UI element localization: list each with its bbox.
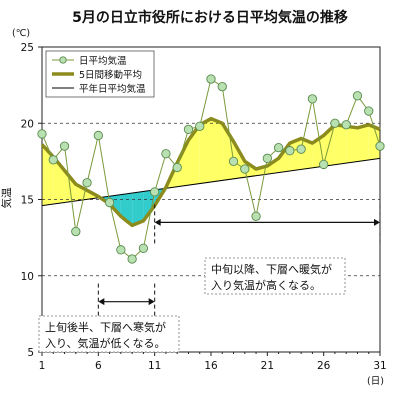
- daily-mean-point: [104, 197, 115, 208]
- daily-mean-point: [240, 164, 250, 174]
- early-month-note-box: [38, 315, 180, 353]
- x-tick-label: 16: [204, 360, 218, 372]
- warm-anomaly-fill: [368, 124, 380, 160]
- legend-label: 平年日平均気温: [79, 83, 146, 95]
- daily-mean-point: [206, 74, 216, 84]
- daily-mean-point: [93, 130, 103, 141]
- early-month-note-line: 入り、気温が低くなる。: [45, 336, 166, 350]
- chart-title: 5月の日立市役所における日平均気温の推移: [72, 9, 348, 26]
- daily-mean-point: [375, 141, 385, 151]
- mid-month-note-box: [204, 257, 346, 295]
- legend-label: 日平均気温: [79, 55, 127, 67]
- daily-mean-point: [352, 91, 363, 101]
- daily-mean-point: [285, 146, 295, 156]
- warm-anomaly-fill: [188, 124, 200, 186]
- y-tick-label: 15: [21, 195, 34, 207]
- cold-anomaly-fill: [132, 191, 144, 226]
- mid-month-arrow-head: [374, 218, 380, 226]
- y-axis-label: 気温: [0, 187, 13, 208]
- warm-anomaly-fill: [312, 135, 324, 168]
- daily-mean-point: [319, 159, 329, 170]
- daily-mean-point: [341, 120, 351, 130]
- x-tick-label: 26: [317, 360, 331, 372]
- daily-mean-point: [172, 162, 182, 173]
- x-tick-label: 1: [39, 360, 46, 372]
- x-tick-label: 31: [373, 360, 386, 372]
- daily-mean-point: [138, 243, 149, 253]
- warm-anomaly-fill: [346, 126, 358, 164]
- legend-marker-daily: [59, 56, 67, 64]
- x-tick-label: 11: [148, 360, 161, 372]
- daily-mean-point: [228, 156, 239, 167]
- y-tick-label: 5: [27, 347, 34, 359]
- daily-mean-point: [71, 226, 81, 237]
- mid-month-note-line: 中旬以降、下層へ暖気が: [211, 262, 332, 276]
- daily-mean-point: [296, 144, 306, 154]
- daily-mean-point: [251, 211, 261, 221]
- y-axis-unit: (℃): [12, 28, 30, 39]
- early-month-arrow-head: [98, 298, 105, 306]
- x-tick-label: 21: [261, 360, 274, 372]
- early-month-arrow-head: [148, 298, 155, 306]
- legend-label: 5日間移動平均: [79, 69, 142, 81]
- warm-anomaly-fill: [357, 124, 369, 162]
- daily-mean-point: [262, 153, 272, 163]
- mid-month-note-line: 入り気温が高くなる。: [211, 278, 321, 292]
- daily-mean-point: [307, 94, 318, 104]
- daily-mean-point: [183, 124, 194, 135]
- warm-anomaly-fill: [211, 118, 223, 182]
- y-tick-label: 20: [21, 118, 34, 130]
- x-axis-unit: (日): [367, 376, 384, 387]
- daily-mean-point: [37, 129, 47, 139]
- daily-mean-point: [273, 142, 284, 153]
- daily-mean-point: [116, 245, 126, 255]
- daily-mean-point: [127, 254, 137, 264]
- y-tick-label: 10: [21, 271, 34, 283]
- daily-mean-point: [330, 118, 340, 128]
- cold-anomaly-fill: [143, 189, 155, 221]
- daily-mean-point: [217, 82, 227, 92]
- early-month-note-line: 上旬後半、下層へ寒気が: [45, 320, 166, 334]
- y-tick-label: 25: [21, 42, 34, 54]
- warm-anomaly-fill: [334, 124, 347, 165]
- mid-month-arrow-head: [154, 218, 161, 226]
- daily-mean-point: [195, 121, 205, 131]
- daily-mean-point: [48, 155, 58, 165]
- moving-average-line: [40, 116, 381, 228]
- x-tick-label: 6: [95, 360, 102, 372]
- warm-anomaly-fill: [177, 140, 189, 187]
- daily-mean-point: [82, 178, 92, 188]
- daily-mean-point: [59, 141, 70, 151]
- daily-mean-point: [364, 106, 374, 116]
- warm-anomaly-fill: [199, 118, 211, 184]
- daily-mean-point: [150, 187, 160, 197]
- daily-mean-point: [161, 149, 171, 159]
